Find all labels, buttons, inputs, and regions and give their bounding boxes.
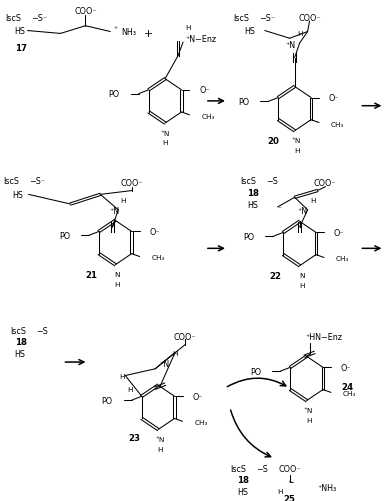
Text: COO⁻: COO⁻ (74, 7, 97, 16)
Text: H: H (297, 32, 302, 38)
Text: CH₃: CH₃ (194, 419, 208, 425)
Text: CH₃: CH₃ (331, 121, 344, 127)
Text: IscS: IscS (11, 326, 27, 335)
Text: N: N (299, 273, 304, 279)
Text: O⁻: O⁻ (200, 86, 210, 95)
Text: H: H (120, 373, 125, 379)
Text: 18: 18 (237, 475, 249, 484)
Text: ⁺: ⁺ (113, 27, 117, 33)
Text: H: H (114, 282, 120, 288)
Text: 18: 18 (247, 188, 259, 197)
Text: 25: 25 (284, 494, 296, 501)
Text: H: H (277, 488, 283, 494)
Text: O⁻: O⁻ (341, 363, 352, 372)
Text: PO: PO (59, 231, 70, 240)
Text: COO⁻: COO⁻ (121, 179, 143, 188)
Text: O⁻: O⁻ (150, 227, 160, 236)
Text: COO⁻: COO⁻ (313, 179, 336, 188)
Text: −S⁻: −S⁻ (259, 14, 275, 23)
Text: COO⁻: COO⁻ (278, 463, 301, 472)
Text: IscS: IscS (233, 14, 249, 23)
Text: HS: HS (244, 27, 255, 36)
Text: O⁻: O⁻ (192, 392, 203, 401)
Text: O⁻: O⁻ (334, 228, 345, 237)
Text: H: H (310, 198, 315, 204)
Text: ⁺N−Enz: ⁺N−Enz (185, 35, 216, 44)
Text: IscS: IscS (230, 463, 246, 472)
Text: CH₃: CH₃ (201, 114, 215, 120)
Text: −S: −S (266, 177, 278, 186)
Text: IscS: IscS (240, 177, 256, 186)
Text: H: H (162, 140, 168, 146)
Text: IscS: IscS (5, 14, 22, 23)
Text: 17: 17 (15, 44, 27, 53)
Text: 22: 22 (270, 271, 282, 280)
Text: 18: 18 (15, 338, 27, 347)
Text: H: H (299, 283, 304, 289)
Text: HS: HS (15, 349, 25, 358)
Text: ⁺N: ⁺N (160, 360, 170, 369)
Text: ⁺N: ⁺N (285, 41, 296, 50)
Text: H: H (185, 25, 191, 31)
Text: ⁻: ⁻ (278, 205, 281, 211)
Text: −S⁻: −S⁻ (29, 177, 46, 186)
Text: 20: 20 (268, 137, 280, 146)
Text: HS: HS (13, 190, 24, 199)
Text: CH₃: CH₃ (336, 256, 349, 262)
Text: N: N (114, 272, 120, 278)
Text: −S: −S (256, 463, 268, 472)
Text: NH₃: NH₃ (121, 28, 136, 37)
Text: H: H (120, 198, 126, 204)
Text: ⁺N: ⁺N (160, 130, 170, 136)
Text: IscS: IscS (4, 177, 20, 186)
Text: 21: 21 (85, 271, 97, 279)
Text: H: H (172, 351, 178, 357)
Text: HS: HS (247, 200, 258, 209)
Text: H: H (294, 148, 299, 154)
Text: COO⁻: COO⁻ (298, 14, 321, 23)
Text: COO⁻: COO⁻ (174, 333, 196, 342)
Text: ⁺N: ⁺N (298, 207, 308, 216)
Text: PO: PO (243, 232, 254, 241)
Text: HS: HS (237, 487, 248, 495)
Text: −S⁻: −S⁻ (32, 14, 48, 23)
Text: +: + (143, 30, 153, 40)
Text: −S: −S (36, 326, 49, 335)
Text: CH₃: CH₃ (152, 255, 165, 261)
Text: O⁻: O⁻ (329, 94, 339, 103)
Text: 24: 24 (341, 382, 353, 391)
Text: ⁺N: ⁺N (292, 138, 301, 144)
Text: PO: PO (102, 396, 113, 405)
Text: H: H (306, 417, 311, 423)
Text: ⁺NH₃: ⁺NH₃ (318, 483, 337, 492)
Text: CH₃: CH₃ (343, 391, 356, 397)
Text: H: H (157, 446, 163, 452)
Text: HS: HS (15, 27, 25, 36)
Text: 23: 23 (128, 433, 140, 442)
Text: ⁺HN−Enz: ⁺HN−Enz (306, 333, 343, 342)
Text: PO: PO (250, 367, 261, 376)
Text: PO: PO (238, 98, 249, 107)
Text: ⁺N: ⁺N (109, 207, 119, 216)
Text: ⁺N: ⁺N (304, 407, 313, 413)
Text: ⁺N: ⁺N (156, 436, 165, 442)
Text: PO: PO (109, 90, 120, 99)
Text: H: H (127, 386, 132, 392)
